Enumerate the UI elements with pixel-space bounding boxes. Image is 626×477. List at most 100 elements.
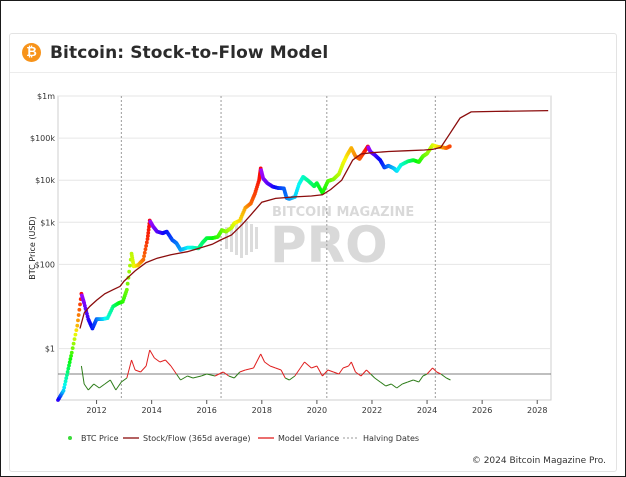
model-variance-segment — [348, 361, 352, 367]
model-variance-segment — [379, 381, 387, 387]
btc-price-dot — [447, 144, 452, 149]
model-variance-segment — [374, 377, 381, 383]
model-variance-segment — [239, 369, 246, 373]
x-tick-label: 2018 — [252, 406, 272, 415]
model-variance-segment — [280, 369, 286, 379]
model-variance-segment — [402, 381, 408, 385]
model-variance-segment — [131, 359, 136, 371]
page-title: Bitcoin: Stock-to-Flow Model — [50, 43, 329, 63]
model-variance-segment — [327, 369, 334, 373]
x-tick-label: 2012 — [86, 406, 106, 415]
btc-price-dot — [145, 237, 150, 241]
model-variance-segment — [264, 361, 271, 367]
btc-price-dot — [141, 257, 146, 262]
watermark-bar — [225, 227, 228, 249]
model-variance-segment — [253, 353, 262, 369]
model-variance-segment — [366, 369, 371, 375]
btc-price-dot — [71, 341, 76, 346]
btc-price-dot — [146, 230, 151, 235]
plot-area — [57, 95, 552, 401]
model-variance-segment — [413, 379, 419, 383]
model-variance-segment — [93, 383, 100, 389]
model-variance-segment — [165, 359, 172, 367]
model-variance-segment — [299, 361, 305, 369]
model-variance-segment — [304, 361, 312, 369]
btc-price-dot — [143, 247, 148, 252]
y-tick-label: $1m — [37, 92, 55, 101]
legend-item-label: Stock/Flow (365d average) — [143, 434, 251, 443]
btc-price-dot — [76, 318, 80, 323]
btc-price-dot — [67, 360, 72, 365]
btc-price-dot — [66, 366, 71, 371]
model-variance-segment — [121, 377, 128, 383]
y-tick-label: $1k — [40, 218, 55, 227]
model-variance-segment — [294, 367, 301, 377]
model-variance-segment — [80, 365, 85, 385]
btc-price-dot — [142, 254, 146, 259]
model-variance-segment — [149, 349, 155, 359]
btc-price-dot — [144, 243, 149, 248]
model-variance-segment — [109, 379, 117, 391]
model-variance-segment — [206, 373, 216, 377]
model-variance-segment — [407, 379, 414, 383]
watermark-bar — [255, 227, 258, 249]
btc-price-dot — [65, 373, 69, 377]
model-variance-segment — [426, 367, 433, 375]
btc-price-dot — [125, 281, 130, 286]
watermark-bar — [235, 221, 238, 255]
watermark-big-text: PRO — [270, 216, 388, 274]
watermark-small-text: BITCOIN MAGAZINE — [272, 205, 414, 220]
y-tick-label: $1 — [45, 345, 55, 354]
model-variance-segment — [311, 365, 318, 369]
model-variance-segment — [222, 371, 230, 377]
copyright-text: © 2024 Bitcoin Magazine Pro. — [471, 456, 606, 466]
model-variance-segment — [385, 383, 392, 387]
model-variance-segment — [396, 383, 403, 389]
btc-price-dot — [62, 385, 67, 390]
btc-price-dot — [67, 363, 71, 368]
watermark-bar — [250, 224, 253, 252]
btc-price-dot — [64, 376, 69, 381]
model-variance-segment — [390, 383, 398, 389]
model-variance-segment — [180, 375, 188, 381]
btc-price-dot — [72, 337, 77, 342]
model-variance-segment — [201, 373, 207, 377]
model-variance-segment — [285, 377, 290, 381]
model-variance-segment — [99, 383, 106, 389]
model-variance-segment — [145, 349, 151, 367]
btc-price-dot — [124, 287, 129, 292]
btc-price-dot — [128, 263, 132, 268]
btc-price-dot — [142, 250, 147, 255]
model-variance-segment — [87, 383, 95, 391]
btc-price-dot — [69, 353, 73, 358]
y-tick-label: $100k — [30, 134, 55, 143]
model-variance-segment — [350, 361, 356, 373]
x-tick-label: 2026 — [472, 406, 492, 415]
model-variance-segment — [126, 359, 133, 379]
model-variance-segment — [342, 365, 349, 369]
model-variance-segment — [338, 367, 344, 375]
model-variance-segment — [228, 375, 235, 379]
model-variance-segment — [104, 379, 111, 385]
btc-price-dot — [65, 369, 70, 374]
btc-price-dot — [147, 224, 151, 229]
model-variance-segment — [275, 367, 282, 371]
model-variance-segment — [418, 375, 424, 383]
x-tick-label: 2028 — [527, 406, 547, 415]
model-variance-segment — [316, 365, 323, 377]
y-tick-label: $10k — [35, 176, 55, 185]
btc-price-dot — [77, 307, 82, 312]
btc-price-dot — [146, 227, 151, 232]
model-variance-segment — [154, 357, 161, 363]
model-variance-segment — [436, 371, 442, 375]
legend-item-label: Model Variance — [278, 434, 339, 443]
y-tick-label: $100 — [35, 260, 55, 269]
model-variance-segment — [260, 353, 266, 363]
model-variance-segment — [422, 373, 428, 377]
y-axis-label: BTC Price (USD) — [28, 216, 37, 279]
btc-price-dot — [74, 328, 79, 333]
model-variance-segment — [159, 359, 166, 363]
card-header: ₿ Bitcoin: Stock-to-Flow Model — [10, 34, 616, 73]
btc-price-dot — [61, 388, 66, 393]
